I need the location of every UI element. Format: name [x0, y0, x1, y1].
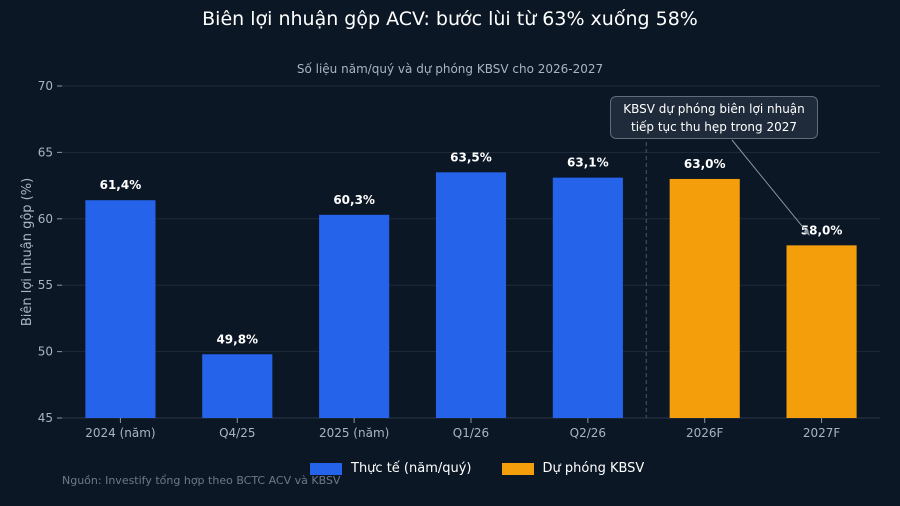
legend: Thực tế (năm/quý) Dự phóng KBSV [310, 461, 674, 476]
data-label: 58,0% [801, 223, 843, 237]
label-layer: 61,4% 49,8% 60,3% 63,5% 63,1% 63,0% 58,0% [100, 139, 843, 346]
data-label: 61,4% [100, 178, 142, 192]
annotation-line-1: KBSV dự phóng biên lợi nhuận [623, 102, 805, 116]
x-tick-label: 2025 (năm) [319, 426, 389, 440]
y-tick-label: 70 [38, 79, 53, 93]
annotation-callout: KBSV dự phóng biên lợi nhuận tiếp tục th… [610, 96, 818, 139]
data-label: 60,3% [333, 193, 375, 207]
data-label: 49,8% [216, 332, 258, 346]
bar-layer [85, 172, 857, 418]
annotation-arrowhead [803, 228, 810, 236]
annotation-arrow [731, 139, 810, 236]
data-label: 63,1% [567, 156, 609, 170]
bar [669, 178, 740, 418]
bar [435, 172, 507, 418]
y-tick-label: 55 [38, 278, 53, 292]
annotation-line-2: tiếp tục thu hẹp trong 2027 [630, 120, 798, 134]
y-tick-label: 60 [38, 212, 53, 226]
bar [552, 177, 623, 418]
y-tick-label: 45 [38, 411, 53, 425]
x-tick-label: Q4/25 [219, 426, 255, 440]
x-tick-label: Q1/26 [453, 426, 489, 440]
chart-subtitle: Số liệu năm/quý và dự phóng KBSV cho 202… [296, 62, 604, 76]
bar [786, 245, 857, 418]
x-tick-label: 2026F [686, 426, 724, 440]
legend-label-actual: Thực tế (năm/quý) [351, 461, 472, 476]
data-label: 63,0% [684, 157, 726, 171]
bar [319, 214, 390, 418]
legend-swatch-forecast [501, 462, 534, 475]
y-axis-label: Biên lợi nhuận gộp (%) [20, 178, 35, 326]
legend-swatch-actual [310, 462, 342, 475]
bar [202, 354, 273, 418]
legend-item-forecast: Dự phóng KBSV [501, 461, 645, 476]
legend-label-forecast: Dự phóng KBSV [542, 461, 645, 476]
x-tick-label: Q2/26 [570, 426, 606, 440]
legend-item-actual: Thực tế (năm/quý) [310, 461, 472, 476]
chart-title: Biên lợi nhuận gộp ACV: bước lùi từ 63% … [202, 8, 698, 30]
y-tick-label: 50 [38, 345, 53, 359]
data-label: 63,5% [450, 150, 492, 164]
source-note: Nguồn: Investify tổng hợp theo BCTC ACV … [62, 474, 341, 487]
x-tick-label: 2027F [803, 426, 841, 440]
x-tick-label: 2024 (năm) [85, 426, 155, 440]
bar [85, 200, 156, 418]
y-tick-label: 65 [38, 145, 53, 159]
